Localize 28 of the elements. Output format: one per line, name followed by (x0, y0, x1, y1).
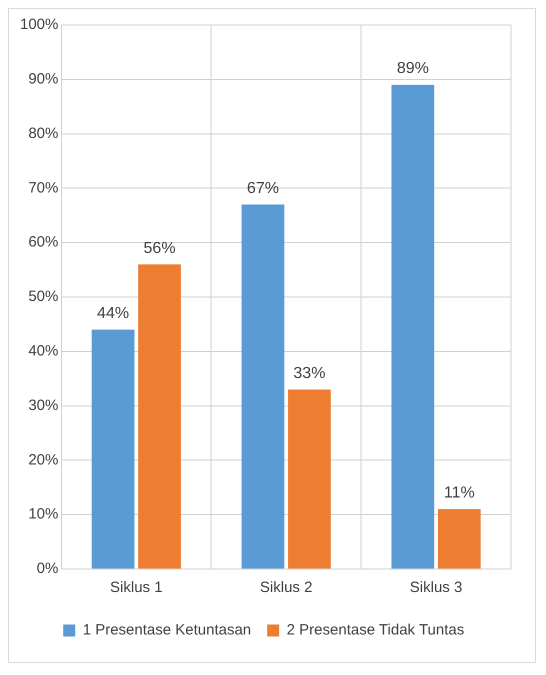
y-tick-label: 60% (28, 234, 58, 251)
y-tick-label: 80% (28, 124, 58, 142)
bar (288, 389, 331, 568)
y-tick-label: 40% (28, 342, 58, 360)
x-tick-label: Siklus 3 (410, 579, 462, 596)
data-label: 56% (144, 240, 176, 257)
x-tick-label: Siklus 1 (110, 579, 163, 596)
data-label: 11% (444, 484, 475, 502)
data-label: 33% (293, 364, 326, 382)
legend-label: 2 Presentase Tidak Tuntas (286, 622, 464, 639)
bar (138, 264, 181, 568)
bar (438, 509, 481, 568)
x-tick-label: Siklus 2 (260, 579, 312, 596)
y-tick-label: 50% (28, 288, 58, 306)
y-tick-label: 10% (28, 506, 58, 523)
y-tick-label: 30% (28, 396, 58, 414)
y-tick-label: 20% (28, 451, 58, 468)
bar (242, 204, 284, 568)
y-tick-label: 70% (28, 179, 58, 196)
y-tick-label: 0% (36, 560, 58, 578)
y-tick-label: 90% (28, 70, 58, 88)
bar (92, 330, 134, 568)
data-label: 44% (97, 305, 130, 322)
data-label: 67% (246, 180, 279, 197)
data-label: 89% (396, 60, 429, 78)
legend-label: 1 Presentase Ketuntasan (82, 622, 252, 639)
bar (391, 84, 434, 568)
y-tick-label: 100% (20, 16, 58, 34)
